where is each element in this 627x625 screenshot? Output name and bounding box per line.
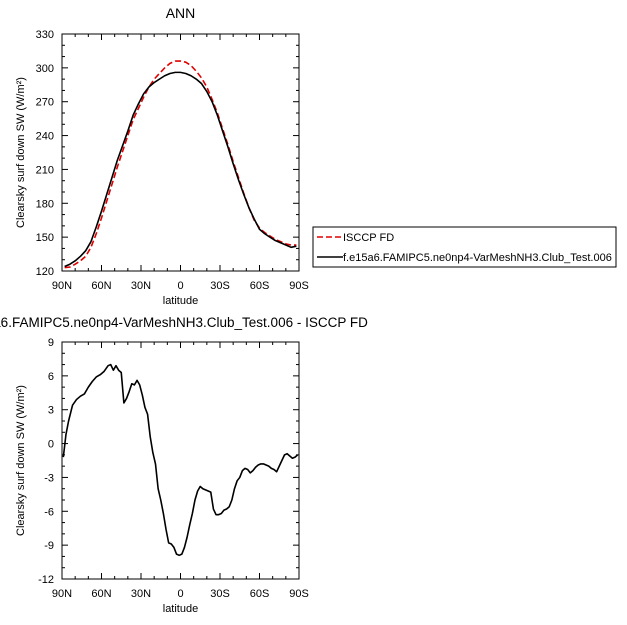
x-tick-label: 30N (131, 280, 151, 292)
y-tick-label: 0 (48, 439, 54, 451)
series-line-1 (62, 363, 299, 557)
series-line-2 (64, 71, 297, 268)
y-tick-label: -3 (44, 472, 54, 484)
x-tick-label: 60N (91, 280, 111, 292)
x-tick-label: 0 (177, 588, 183, 600)
y-tick-label: 3 (48, 405, 54, 417)
x-tick-label: 60S (250, 588, 270, 600)
y-tick-label: 6 (48, 371, 54, 383)
x-axis-label: latitude (163, 603, 198, 615)
chart-panel-1: ANN 90N 60N 30N 0 30S 60S 90S 120 150 180 210 240 270… (15, 5, 617, 307)
x-axis-label: latitude (163, 295, 198, 307)
y-tick-label: -12 (38, 574, 54, 586)
y-tick-label: 240 (36, 131, 54, 143)
y-tick-label: 9 (48, 337, 54, 349)
x-tick-label: 30N (131, 588, 151, 600)
y-tick-label: 270 (36, 97, 54, 109)
legend-box (312, 226, 617, 268)
chart-title: ANN (166, 5, 196, 21)
y-tick-label: 330 (36, 29, 54, 41)
y-tick-label: 300 (36, 63, 54, 75)
chart-title: a6.FAMIPC5.ne0np4-VarMeshNH3.Club_Test.0… (0, 315, 368, 330)
y-tick-label: 150 (36, 232, 54, 244)
y-tick-label: 120 (36, 266, 54, 278)
x-tick-label: 90N (52, 280, 72, 292)
y-axis-label: Clearsky surf down SW (W/m²) (15, 77, 27, 228)
x-tick-label: 90N (52, 588, 72, 600)
x-tick-label: 60S (250, 280, 270, 292)
legend-label-1: ISCCP FD (343, 232, 394, 244)
legend: ISCCP FD f.e15a6.FAMIPC5.ne0np4-VarMeshNH… (312, 226, 617, 268)
x-tick-label: 60N (91, 588, 111, 600)
x-tick-label: 30S (210, 280, 230, 292)
x-tick-label: 90S (289, 588, 309, 600)
y-tick-label: 180 (36, 198, 54, 210)
y-tick-label: -9 (44, 540, 54, 552)
x-tick-label: 0 (177, 280, 183, 292)
x-tick-label: 30S (210, 588, 230, 600)
plot-frame (61, 341, 300, 580)
x-tick-label: 90S (289, 280, 309, 292)
legend-label-2: f.e15a6.FAMIPC5.ne0np4-VarMeshNH3.Club_T… (343, 252, 612, 264)
y-axis-label: Clearsky surf down SW (W/m²) (15, 385, 27, 536)
chart-panel-2: a6.FAMIPC5.ne0np4-VarMeshNH3.Club_Test.0… (0, 315, 368, 615)
plot-frame (61, 33, 300, 272)
series-line-1 (64, 60, 297, 269)
y-tick-label: 210 (36, 164, 54, 176)
y-tick-label: -6 (44, 506, 54, 518)
